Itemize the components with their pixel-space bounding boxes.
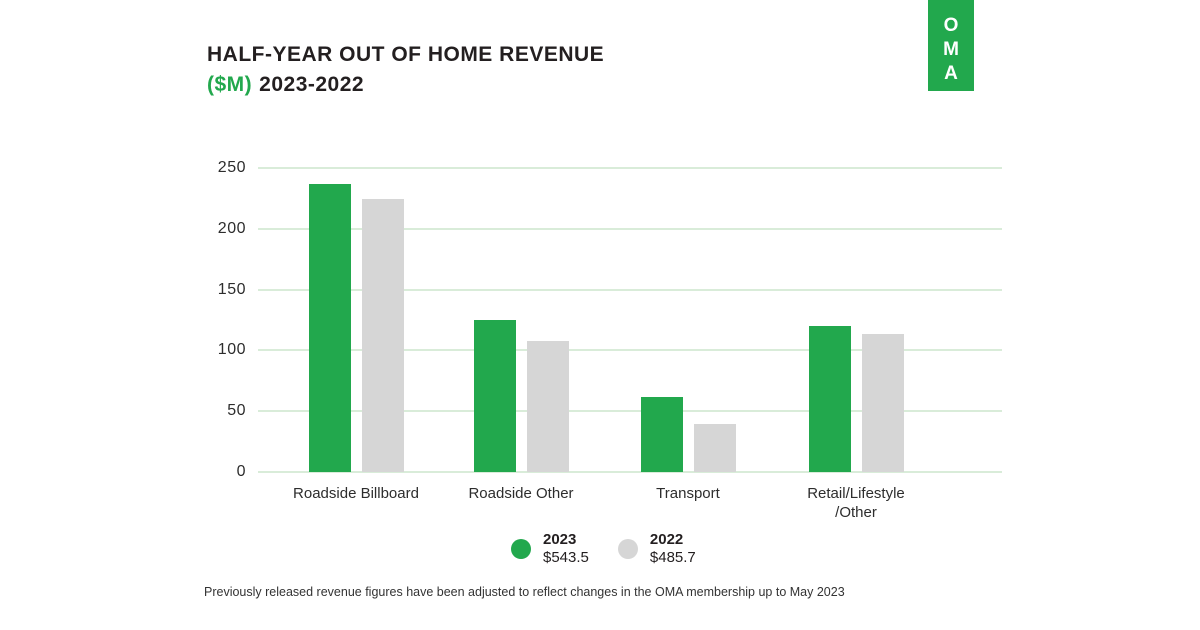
gridline-150 <box>258 288 1002 291</box>
legend-series-total: $485.7 <box>649 549 696 566</box>
bar-2022 <box>861 333 904 472</box>
bar-2023 <box>308 183 351 472</box>
y-axis-tick-label: 0 <box>236 463 246 480</box>
page-title: HALF-YEAR OUT OF HOME REVENUE ($M) 2023-2… <box>207 40 604 100</box>
y-axis-tick-label: 150 <box>217 280 246 298</box>
title-line-1: HALF-YEAR OUT OF HOME REVENUE <box>207 43 605 66</box>
bar-2023 <box>473 319 516 472</box>
x-axis-category-label: Retail/Lifestyle /Other <box>807 485 905 521</box>
bar-2023 <box>808 326 851 472</box>
footer-note: Previously released revenue figures have… <box>204 585 845 599</box>
logo-letter-m: M <box>943 38 959 60</box>
legend-item-2023: 2023 $543.5 <box>511 531 589 567</box>
x-axis-category-label: Roadside Billboard <box>293 485 419 502</box>
legend-series-name: 2022 <box>649 531 684 548</box>
chart-legend: 2023 $543.5 2022 $485.7 <box>511 531 696 567</box>
title-unit: ($M) <box>207 73 253 96</box>
title-years: 2023-2022 <box>259 73 365 96</box>
bar-group-4 <box>808 326 904 472</box>
oma-logo: O M A <box>928 0 974 91</box>
legend-series-name: 2023 <box>543 531 577 548</box>
bar-2023 <box>640 397 683 472</box>
bar-2022 <box>361 198 404 472</box>
bar-group-1 <box>308 183 404 472</box>
logo-letter-o: O <box>943 14 959 36</box>
y-axis-tick-label: 50 <box>227 402 246 420</box>
gridline-50 <box>258 410 1002 413</box>
legend-series-total: $543.5 <box>543 549 589 566</box>
gridline-100 <box>258 349 1002 352</box>
logo-letter-a: A <box>944 62 958 84</box>
title-line-2: ($M) 2023-2022 <box>207 70 604 100</box>
legend-text-2023: 2023 $543.5 <box>543 531 589 567</box>
gridline-0 <box>258 471 1002 473</box>
bar-group-2 <box>473 319 569 472</box>
legend-dot-2023 <box>511 539 531 559</box>
y-axis-tick-label: 100 <box>217 341 246 359</box>
x-axis-category-label: Transport <box>656 485 720 502</box>
legend-text-2022: 2022 $485.7 <box>650 531 696 567</box>
legend-item-2022: 2022 $485.7 <box>617 531 696 567</box>
gridline-200 <box>258 227 1002 230</box>
y-axis-tick-label: 250 <box>217 159 246 176</box>
legend-dot-2022 <box>617 539 638 559</box>
bar-group-3 <box>640 397 736 472</box>
plot-area: 0 50 100 150 200 250 Roadside Billboard Roadsid… <box>218 159 1002 521</box>
bar-2022 <box>526 341 569 472</box>
y-axis-tick-label: 200 <box>217 219 246 237</box>
x-axis-category-label: Roadside Other <box>468 485 574 502</box>
bar-2022 <box>693 423 736 472</box>
gridline-250 <box>258 167 1002 169</box>
